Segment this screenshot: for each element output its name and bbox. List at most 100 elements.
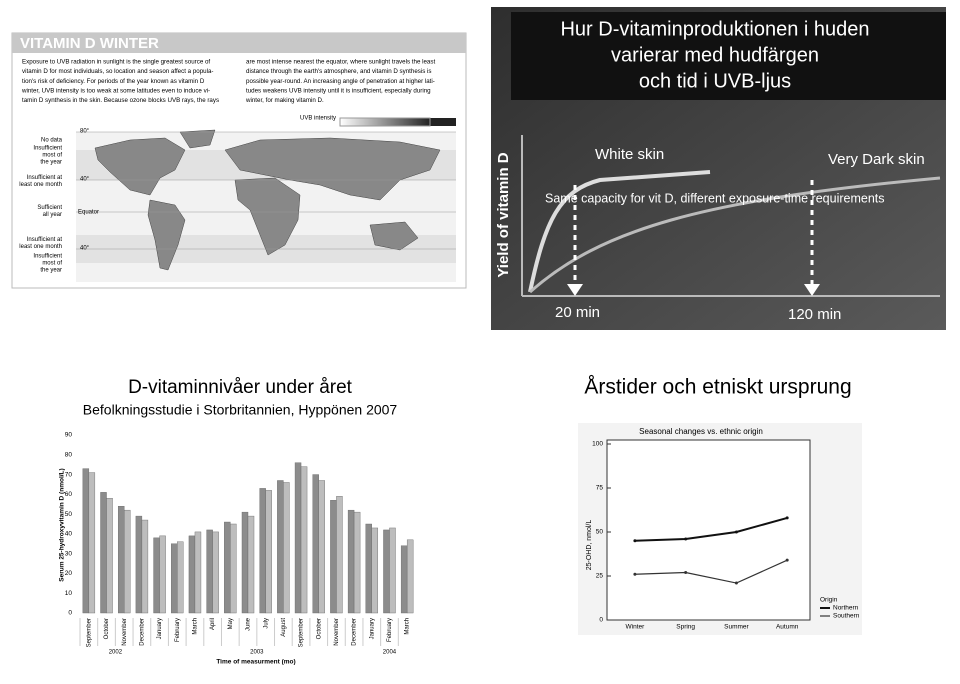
- paragraph-line: tion's risk of deficiency. For periods o…: [22, 78, 205, 85]
- x-tick-label: December: [352, 618, 358, 646]
- map-slide: VITAMIN D WINTER UVB intensity 80° 40° E…: [11, 32, 467, 289]
- legend-label: most of: [42, 261, 62, 267]
- y-tick-label: 50: [596, 529, 604, 536]
- x-tick-label: August: [281, 618, 287, 637]
- arrow-head: [567, 284, 583, 296]
- point: [785, 558, 789, 562]
- x-tick-label: March: [405, 618, 411, 635]
- point: [684, 570, 688, 574]
- legend-label: No data: [41, 138, 63, 144]
- legend-label: Insufficient: [33, 254, 62, 260]
- curve-label: Very Dark skin: [828, 151, 925, 168]
- y-axis-label: 25-OHD, nmol/L: [586, 520, 593, 571]
- bar: [188, 535, 196, 614]
- white-skin-curve: [528, 170, 711, 293]
- x-tick-label: May: [228, 618, 234, 629]
- x-tick-label: Winter: [626, 624, 646, 631]
- y-tick-label: 25: [596, 573, 604, 580]
- paragraph-line: winter, UVB intensity is too weak at som…: [21, 87, 210, 94]
- bar: [347, 509, 355, 614]
- legend-label: Insufficient at: [27, 237, 63, 243]
- x-tick-label: June: [246, 617, 252, 631]
- time-label: 20 min: [555, 304, 600, 321]
- x-tick-label: Summer: [724, 624, 749, 631]
- time-label: 120 min: [788, 306, 841, 323]
- latitude-lines: [76, 131, 456, 250]
- bar: [265, 490, 272, 614]
- y-label: Yield of vitamin D: [495, 152, 512, 277]
- x-tick-label: October: [316, 618, 322, 639]
- x-tick-label: October: [104, 618, 110, 639]
- bar: [206, 529, 213, 614]
- bar: [159, 535, 166, 614]
- x-tick-label: November: [334, 618, 340, 646]
- bar: [389, 527, 396, 614]
- bar: [177, 541, 184, 614]
- y-tick-label: 30: [65, 550, 73, 557]
- curve-label: White skin: [595, 146, 664, 163]
- scale-bar: [430, 118, 456, 126]
- latitude-label: 80°: [80, 129, 90, 135]
- x-tick-label: March: [193, 618, 199, 635]
- paragraph-line: tudes weakens UVB intensity until it is …: [246, 87, 431, 94]
- chart-title: Seasonal changes vs. ethnic origin: [639, 427, 763, 436]
- bar: [336, 496, 343, 614]
- continents: [94, 129, 441, 271]
- bar: [117, 506, 125, 614]
- legend-title: Origin: [820, 597, 838, 604]
- latitude-label: 40°: [80, 177, 90, 183]
- map-title: VITAMIN D WINTER: [20, 35, 159, 52]
- x-tick-label: September: [299, 618, 305, 647]
- y-tick-label: 80: [65, 451, 73, 458]
- bar: [283, 482, 290, 614]
- paragraph-line: vitamin D for most individuals, so locat…: [22, 68, 213, 75]
- y-tick-label: 0: [599, 617, 603, 624]
- bar: [106, 498, 113, 614]
- bar: [353, 511, 361, 614]
- latitude-label: 40°: [80, 246, 90, 252]
- bar: [82, 468, 90, 614]
- year-label: 2002: [109, 650, 123, 656]
- legend-label: the year: [40, 160, 62, 166]
- legend-label: all year: [43, 212, 62, 218]
- series-line: [634, 559, 788, 584]
- slide-title-line: Hur D-vitaminproduktionen i huden: [560, 18, 869, 40]
- scale-bar: [339, 117, 431, 127]
- point: [684, 537, 688, 541]
- x-tick-label: November: [122, 618, 128, 646]
- legend-label: Northern: [833, 605, 859, 612]
- series-line: [634, 516, 788, 542]
- title-box: [511, 12, 946, 100]
- bar: [141, 519, 149, 614]
- point: [734, 581, 738, 585]
- legend-label: Southern: [833, 613, 860, 620]
- y-tick-label: 10: [65, 590, 73, 597]
- paragraph-line: winter, for making vitamin D.: [245, 97, 324, 104]
- y-axis-label: Serum 25-hydroxyvitamin D (nmol/L): [59, 468, 66, 581]
- bar: [277, 480, 284, 614]
- x-axis-label: Time of measurment (mo): [216, 659, 295, 666]
- slide-title-line: varierar med hudfärgen: [611, 44, 819, 66]
- bar: [100, 492, 107, 614]
- bar: [406, 539, 414, 614]
- legend-label: Sufficient: [37, 205, 62, 211]
- bar: [400, 545, 408, 614]
- year-label: 2004: [383, 650, 397, 656]
- y-tick-label: 60: [65, 491, 73, 498]
- bar: [312, 474, 319, 614]
- bar: [294, 462, 302, 614]
- bar: [212, 531, 219, 614]
- bar: [371, 527, 379, 614]
- bar: [171, 543, 178, 614]
- x-tick-label: September: [86, 618, 92, 647]
- bar: [300, 466, 308, 614]
- bar: [230, 523, 237, 614]
- slide-title: D-vitaminnivåer under året: [128, 377, 353, 398]
- note: Same capacity for vit D, different expos…: [545, 191, 885, 205]
- point: [734, 530, 738, 534]
- y-tick-label: 70: [65, 471, 73, 478]
- y-tick-label: 100: [592, 441, 603, 448]
- x-tick-label: Autumn: [776, 624, 799, 631]
- x-tick-label: January: [369, 618, 375, 639]
